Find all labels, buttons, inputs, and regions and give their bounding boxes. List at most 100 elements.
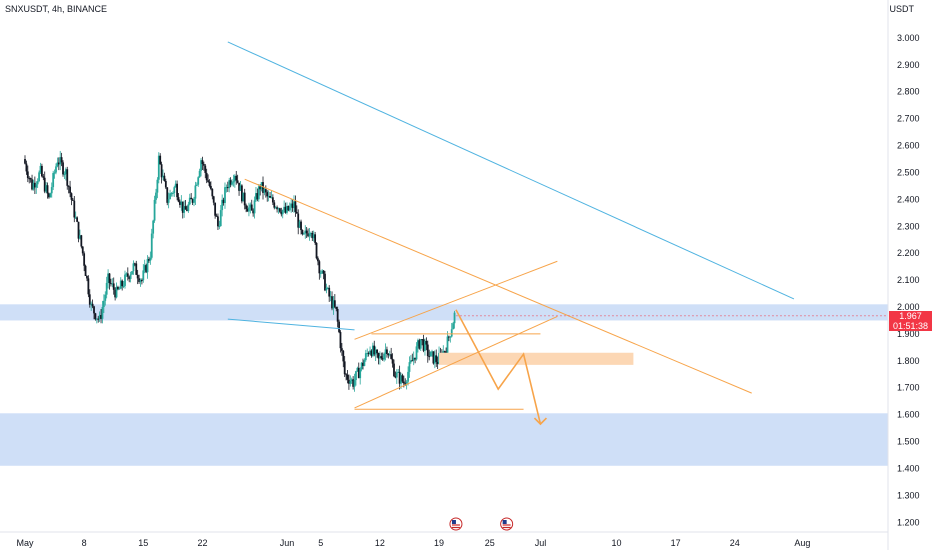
candle-body [271,197,274,203]
candle-body [135,263,138,275]
x-tick-label: 24 [730,538,740,548]
candle-body [304,230,307,234]
candle-body [401,375,404,382]
candle-body [114,289,117,298]
candle-body [228,180,231,189]
y-tick-label: 2.200 [897,248,920,258]
candle-body [163,175,166,182]
candle-body [307,233,309,237]
candle-body [69,186,71,194]
candle-body [252,210,255,214]
candle-body [405,381,408,384]
candle-body [321,270,324,274]
triangle-upper[interactable] [244,178,752,394]
candle-body [298,221,301,228]
candle-body [312,234,315,239]
candle-body [380,356,383,359]
y-tick-label: 1.300 [897,490,920,500]
candle-body [300,221,302,231]
candle-body [197,177,200,185]
candle-body [360,362,363,370]
candle-body [435,355,438,362]
candle-body [73,200,76,218]
candle-body [121,280,124,287]
candle-body [448,336,450,338]
candle-body [118,288,121,290]
candle-body [204,165,207,173]
projection-arrowhead [533,417,548,426]
candle-body [284,206,287,213]
candle-body [186,209,188,211]
candle-body [250,204,253,211]
candle-body [226,187,229,189]
candle-body [404,383,407,385]
candle-body [277,208,280,210]
candle-body [431,351,433,353]
candle-body [166,187,169,203]
candle-body [238,182,240,191]
candle-body [415,346,418,360]
candle-body [98,314,101,320]
flag-canton [451,520,456,524]
candle-body [131,271,133,275]
candle-body [256,193,259,200]
candle-body [355,371,357,381]
candle-body [90,303,93,305]
candle-body [221,199,224,211]
candle-body [208,181,211,186]
candle-body [225,187,228,189]
candle-body [452,323,455,330]
support-trendline[interactable] [227,318,355,331]
candle-body [64,169,67,175]
candle-body [136,274,139,279]
candle-body [402,381,405,384]
candle-body [224,187,226,204]
candle-body [59,157,62,165]
candle-body [290,203,293,207]
candle-body [255,193,257,201]
candle-body [48,193,50,198]
y-tick-label: 2.400 [897,194,920,204]
candle-body [140,279,143,281]
candle-body [273,202,276,208]
candle-body [235,175,238,181]
candle-body [274,207,277,209]
candle-body [342,350,345,362]
candle-body [184,206,187,210]
x-tick-label: 25 [485,538,495,548]
candle-body [108,273,111,284]
candle-body [449,336,452,338]
us-flag-event-icon[interactable] [500,517,514,531]
candle-body [240,185,243,202]
candle-body [436,361,439,365]
candle-body [156,179,159,193]
triangle-lower[interactable] [354,315,558,409]
candle-body [379,356,381,359]
candle-body [319,273,322,275]
candle-body [446,336,449,354]
candle-body [79,235,81,239]
projection-path[interactable] [455,309,542,425]
candle-body [383,353,386,360]
candle-body [229,180,232,185]
candle-body [174,183,177,188]
descending-trendline[interactable] [227,41,795,300]
candle-body [391,358,394,364]
candle-body [43,177,46,192]
candle-body [46,185,49,194]
candle-body [425,340,428,345]
candle-body [276,207,278,210]
candle-body [326,287,329,289]
candle-body [356,367,359,372]
candle-body [309,232,312,234]
candle-body [279,208,281,212]
candle-body [219,210,222,227]
candle-body [31,179,33,190]
candle-body [314,234,317,243]
channel-upper[interactable] [354,260,558,340]
candle-body [105,282,108,295]
candle-body [336,308,339,322]
candle-body [443,351,446,353]
candle-body [371,345,374,356]
